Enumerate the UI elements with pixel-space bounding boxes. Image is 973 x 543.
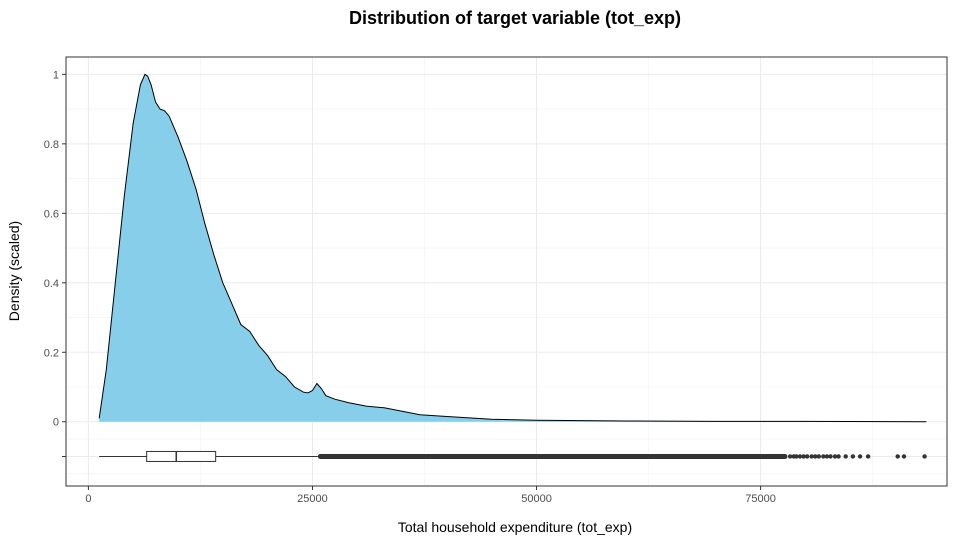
boxplot-outlier-point xyxy=(832,454,838,459)
boxplot-outlier-point xyxy=(804,454,810,459)
plot-area: 0 25000 50000 75000 0 0.2 0.4 0.6 0.8 1 xyxy=(44,56,948,505)
boxplot-outlier-point xyxy=(836,454,841,459)
y-tick-label: 0.8 xyxy=(44,139,59,151)
boxplot-outlier-point xyxy=(801,454,806,459)
y-tick-label: 0 xyxy=(53,417,59,429)
x-tick-label: 25000 xyxy=(297,493,328,505)
boxplot-outlier-point xyxy=(857,454,863,459)
boxplot-outlier-point xyxy=(794,454,799,459)
y-tick-label: 0.4 xyxy=(44,278,59,290)
density-area xyxy=(99,74,927,422)
boxplot-outlier-point xyxy=(809,454,814,459)
boxplot-outlier-point xyxy=(895,454,900,459)
boxplot-outlier-point xyxy=(797,454,803,459)
boxplot-outlier-point xyxy=(828,454,833,459)
boxplot-outlier-band xyxy=(317,453,788,459)
x-axis-title: Total household expenditure (tot_exp) xyxy=(398,519,632,535)
chart-title: Distribution of target variable (tot_exp… xyxy=(349,8,681,28)
y-tick-label: 0.6 xyxy=(44,208,59,220)
boxplot-outlier-point xyxy=(787,454,793,459)
density-line xyxy=(98,73,927,423)
boxplot-box xyxy=(146,450,217,462)
boxplot-outlier-point xyxy=(816,454,822,459)
boxplot-outlier-point xyxy=(813,454,818,459)
y-tick-label: 0.2 xyxy=(44,347,59,359)
boxplot-outlier-point xyxy=(843,454,848,459)
panel-border xyxy=(65,56,948,487)
x-tick-label: 75000 xyxy=(745,493,776,505)
boxplot-outlier-point xyxy=(922,454,927,459)
y-tick-label: 1 xyxy=(53,69,59,81)
x-tick-label: 0 xyxy=(85,493,91,505)
boxplot-outlier-point xyxy=(850,454,856,459)
boxplot-outlier-point xyxy=(824,454,830,459)
boxplot-outlier-point xyxy=(821,454,826,459)
boxplot-outlier-point xyxy=(865,454,871,459)
y-axis-title: Density (scaled) xyxy=(6,221,22,321)
x-tick-label: 50000 xyxy=(521,493,552,505)
boxplot-outlier-point xyxy=(901,454,907,459)
